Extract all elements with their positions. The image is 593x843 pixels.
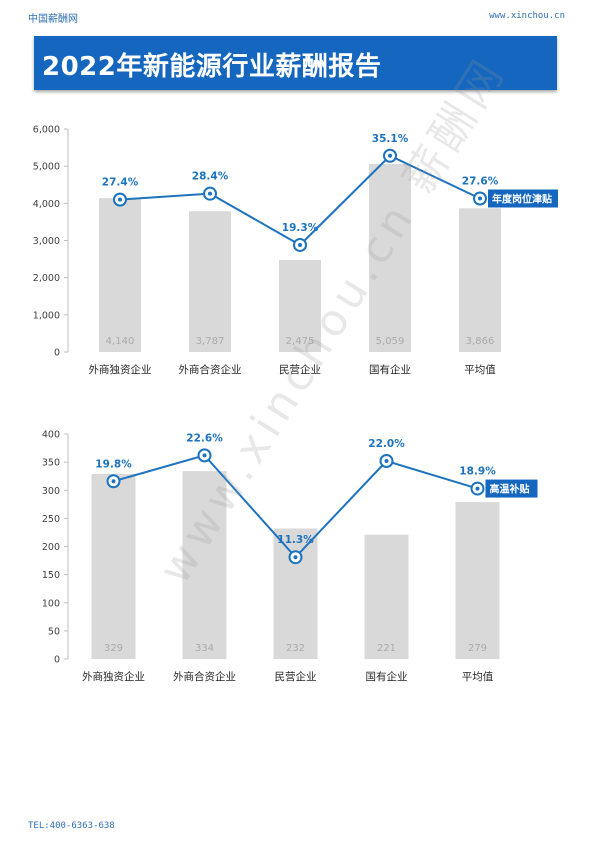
category-label: 平均值 bbox=[464, 363, 496, 375]
line-marker-dot-4 bbox=[478, 196, 482, 201]
bar-2 bbox=[279, 260, 321, 352]
line-marker-dot-0 bbox=[118, 197, 122, 202]
category-label: 民营企业 bbox=[279, 363, 321, 375]
line-marker-dot-4 bbox=[475, 486, 480, 491]
chart-heat-subsidy: 329 334 232 221 279 0 50 100 150 200 250 300 350 400 外… bbox=[42, 430, 538, 683]
y-tick-label: 4,000 bbox=[33, 199, 60, 210]
category-label: 外商合资企业 bbox=[179, 363, 242, 375]
y-tick-label: 400 bbox=[42, 430, 60, 441]
bar-0 bbox=[99, 198, 141, 352]
bar-value-label: 329 bbox=[104, 643, 123, 654]
legend-box bbox=[488, 189, 558, 208]
page-title: 2022年新能源行业薪酬报告 bbox=[42, 52, 382, 82]
legend-box bbox=[485, 479, 538, 498]
category-label: 国有企业 bbox=[369, 363, 411, 375]
percentage-label: 18.9% bbox=[459, 466, 496, 478]
y-tick-label: 0 bbox=[54, 655, 60, 666]
line-marker-dot-2 bbox=[293, 555, 298, 560]
y-tick-label: 0 bbox=[54, 348, 60, 359]
category-label: 外商独资企业 bbox=[82, 670, 145, 683]
y-tick-label: 300 bbox=[42, 486, 60, 497]
bar-value-label: 2,475 bbox=[286, 336, 315, 347]
y-tick-label: 3,000 bbox=[33, 236, 60, 247]
line-marker-dot-3 bbox=[388, 153, 392, 158]
line-marker-dot-2 bbox=[298, 242, 302, 247]
percentage-label: 11.3% bbox=[277, 534, 314, 546]
bar-3 bbox=[369, 163, 411, 352]
y-tick-label: 2,000 bbox=[33, 273, 60, 284]
bar-value-label: 3,866 bbox=[466, 336, 495, 347]
category-label: 国有企业 bbox=[366, 670, 408, 683]
bar-value-label: 221 bbox=[377, 643, 396, 654]
line-marker-dot-1 bbox=[202, 453, 207, 458]
y-tick-label: 1,000 bbox=[33, 310, 60, 321]
bar-0 bbox=[91, 473, 136, 659]
percentage-label: 19.8% bbox=[95, 458, 132, 470]
bar-value-label: 334 bbox=[195, 643, 214, 654]
bar-value-label: 5,059 bbox=[376, 336, 405, 347]
bar-value-label: 279 bbox=[468, 643, 487, 654]
legend-label: 高温补贴 bbox=[490, 483, 530, 496]
y-tick-label: 350 bbox=[42, 458, 60, 469]
category-label: 平均值 bbox=[462, 670, 494, 683]
line-marker-dot-0 bbox=[111, 479, 116, 484]
bar-1 bbox=[182, 471, 227, 659]
y-tick-label: 150 bbox=[42, 570, 60, 581]
category-label: 民营企业 bbox=[275, 670, 317, 683]
bar-1 bbox=[189, 211, 231, 352]
bar-value-label: 3,787 bbox=[196, 336, 225, 347]
site-name: 中国薪酬网 bbox=[28, 14, 78, 25]
y-tick-label: 6,000 bbox=[33, 125, 60, 136]
bar-4 bbox=[455, 502, 500, 659]
percentage-label: 22.0% bbox=[368, 438, 405, 450]
y-tick-label: 5,000 bbox=[33, 162, 60, 173]
percentage-label: 35.1% bbox=[372, 133, 409, 145]
percentage-label: 27.4% bbox=[102, 177, 139, 189]
y-tick-label: 100 bbox=[42, 598, 60, 609]
percentage-label: 27.6% bbox=[462, 176, 499, 188]
site-url[interactable]: www.xinchou.cn bbox=[489, 11, 565, 21]
bar-value-label: 232 bbox=[286, 643, 305, 654]
bar-2 bbox=[273, 528, 318, 659]
footer-phone: TEL:400-6363-638 bbox=[28, 821, 115, 831]
y-tick-label: 50 bbox=[48, 626, 60, 637]
chart-annual-allowance: 4,140 3,787 2,475 5,059 3,866 0 1,000 2,000 3,00… bbox=[33, 125, 558, 375]
category-label: 外商合资企业 bbox=[173, 670, 236, 683]
category-label: 外商独资企业 bbox=[89, 363, 152, 375]
percentage-label: 22.6% bbox=[186, 432, 223, 444]
title-banner: 2022年新能源行业薪酬报告 bbox=[34, 36, 557, 90]
legend-label: 年度岗位津贴 bbox=[492, 193, 552, 206]
y-tick-label: 250 bbox=[42, 514, 60, 525]
percentage-label: 19.3% bbox=[282, 222, 319, 234]
bar-3 bbox=[364, 534, 409, 659]
line-marker-dot-3 bbox=[384, 459, 389, 463]
percentage-label: 28.4% bbox=[192, 171, 229, 183]
line-marker-dot-1 bbox=[208, 191, 212, 196]
bar-value-label: 4,140 bbox=[106, 336, 135, 347]
bar-4 bbox=[459, 208, 501, 352]
y-tick-label: 200 bbox=[42, 542, 60, 553]
